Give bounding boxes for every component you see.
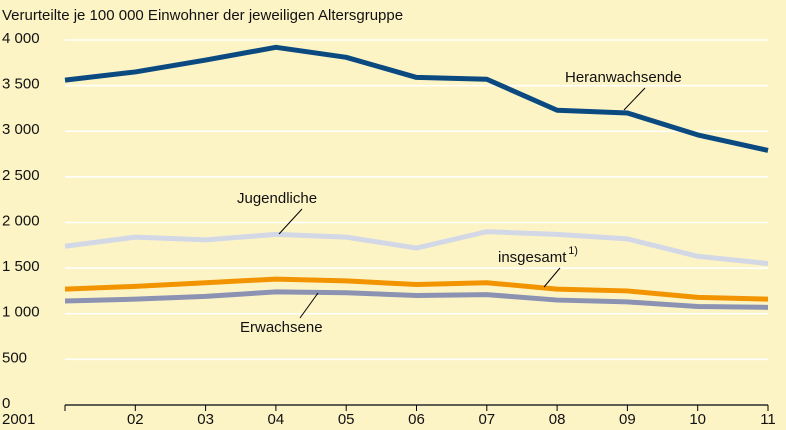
series-line — [64, 276, 769, 302]
series-label: Jugendliche — [237, 190, 317, 207]
y-tick-label: 2 000 — [2, 212, 40, 229]
x-tick-label: 2001 — [2, 411, 35, 428]
x-tick-label: 04 — [268, 411, 285, 428]
y-tick-label: 3 500 — [2, 76, 40, 93]
y-tick-label: 1 500 — [2, 258, 40, 275]
chart-title: Verurteilte je 100 000 Einwohner der jew… — [2, 7, 403, 24]
label-leader — [623, 87, 646, 111]
label-leader — [278, 208, 303, 235]
y-tick-label: 500 — [2, 349, 27, 366]
series-label: Heranwachsende — [565, 69, 682, 86]
series-line — [64, 44, 769, 153]
y-tick-label: 0 — [2, 395, 10, 412]
label-leader — [299, 292, 319, 319]
x-tick-label: 06 — [408, 411, 425, 428]
y-tick-label: 2 500 — [2, 167, 40, 184]
y-tick-label: 1 000 — [2, 304, 40, 321]
series-label: Erwachsene — [240, 319, 323, 336]
footnote-marker: 1) — [568, 245, 578, 257]
x-tick-label: 10 — [689, 411, 706, 428]
x-tick-label: 07 — [478, 411, 495, 428]
x-tick-label: 08 — [549, 411, 566, 428]
x-tick-label: 11 — [760, 411, 776, 428]
y-tick-label: 3 000 — [2, 121, 40, 138]
label-leader — [543, 267, 561, 288]
x-tick-label: 03 — [197, 411, 214, 428]
x-tick-label: 02 — [127, 411, 144, 428]
y-tick-label: 4 000 — [2, 30, 40, 47]
series-line — [64, 289, 769, 310]
series-line — [64, 229, 769, 267]
x-tick-label: 05 — [338, 411, 355, 428]
x-tick-label: 09 — [619, 411, 636, 428]
series-label: insgesamt — [498, 249, 567, 266]
